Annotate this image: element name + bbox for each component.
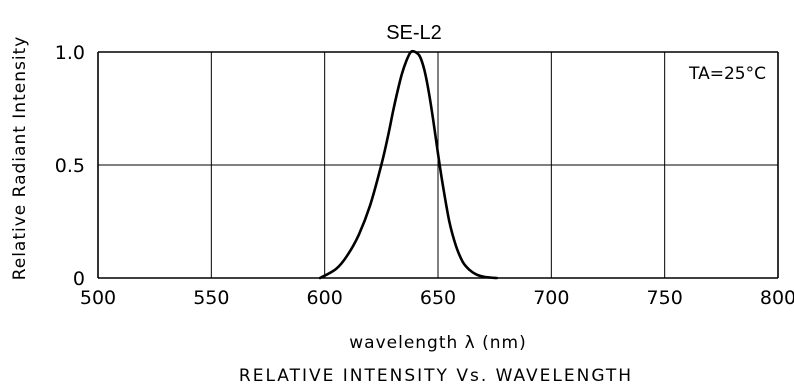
y-tick-label: 0 [73, 268, 85, 290]
chart-caption: RELATIVE INTENSITY Vs. WAVELENGTH [239, 366, 633, 386]
series-line [318, 49, 499, 280]
tick-labels: 500 550 600 650 700 750 800 0 0.5 1.0 [55, 42, 794, 309]
x-tick-label: 550 [193, 287, 229, 309]
grid-lines [97, 51, 779, 279]
chart-title: SE-L2 [386, 22, 442, 44]
x-tick-label: 650 [420, 287, 456, 309]
x-tick-label: 500 [80, 287, 116, 309]
y-tick-label: 0.5 [55, 155, 85, 177]
x-tick-label: 600 [307, 287, 343, 309]
temperature-annotation: TA=25°C [688, 64, 766, 84]
x-tick-label: 800 [760, 287, 794, 309]
y-tick-label: 1.0 [55, 42, 85, 64]
x-tick-label: 700 [533, 287, 569, 309]
y-axis-label: Relative Radiant Intensity [10, 36, 30, 281]
x-tick-label: 750 [647, 287, 683, 309]
x-axis-label: wavelength λ (nm) [349, 333, 527, 353]
